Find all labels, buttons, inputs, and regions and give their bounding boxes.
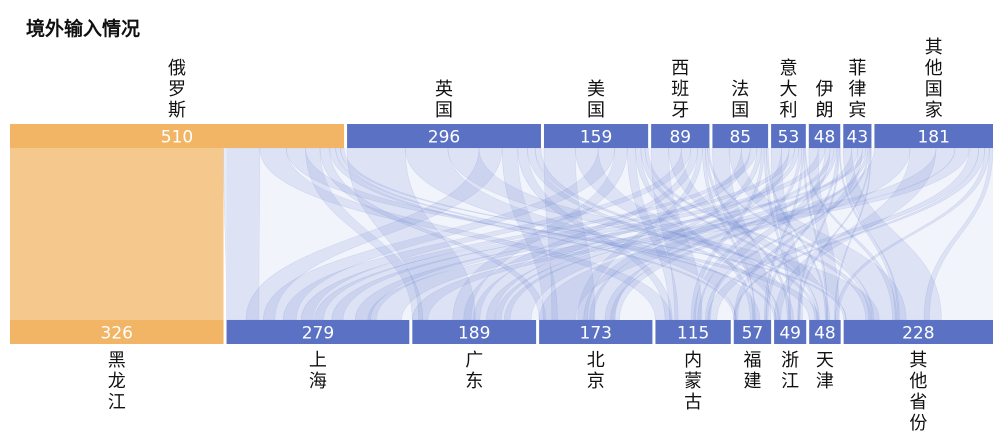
target-name-label: 黑龙江 (108, 350, 126, 413)
target-value-label: 279 (302, 324, 334, 344)
source-value-label: 510 (161, 128, 193, 148)
target-name-label: 其他省份 (909, 350, 927, 434)
chart-title: 境外输入情况 (26, 18, 141, 40)
source-name-label: 其他国家 (925, 37, 943, 121)
source-bar (543, 124, 649, 148)
target-bar (774, 320, 807, 344)
target-bar (539, 320, 653, 344)
target-name-label: 天津 (816, 350, 834, 392)
source-bar (874, 124, 993, 148)
source-bar (651, 124, 710, 148)
target-bar (733, 320, 772, 344)
source-name-label: 英国 (435, 79, 453, 121)
source-value-label: 159 (580, 128, 612, 148)
target-value-label: 115 (677, 324, 709, 344)
flow-layer (10, 147, 994, 321)
source-name-label: 伊朗 (816, 79, 834, 121)
target-bar (655, 320, 731, 344)
target-bar (10, 320, 224, 344)
source-bar (10, 124, 345, 148)
source-nodes: 510 俄罗斯 296 英国 159 美国 89 西班牙 85 法国 53 意大利 48 伊朗 43 菲律宾 1… (10, 37, 993, 148)
source-bar (771, 124, 806, 148)
source-name-label: 菲律宾 (848, 58, 866, 121)
target-value-label: 48 (814, 324, 836, 344)
source-value-label: 85 (729, 128, 751, 148)
source-value-label: 48 (814, 128, 836, 148)
target-bar (843, 320, 993, 344)
source-value-label: 53 (778, 128, 800, 148)
source-name-label: 法国 (731, 79, 749, 121)
source-name-label: 美国 (587, 79, 605, 121)
target-name-label: 上海 (309, 350, 327, 392)
flow-band (728, 147, 907, 321)
target-value-label: 49 (779, 324, 801, 344)
source-name-label: 西班牙 (671, 58, 689, 121)
source-bar (712, 124, 769, 148)
target-name-label: 内蒙古 (684, 350, 702, 413)
target-nodes: 326 黑龙江 279 上海 189 广东 173 北京 115 内蒙古 57 福建 49 浙江 48 天津 2… (10, 320, 993, 434)
source-bar (347, 124, 541, 148)
flow-band (773, 147, 937, 321)
source-bar (808, 124, 841, 148)
source-value-label: 296 (428, 128, 460, 148)
source-name-label: 俄罗斯 (168, 58, 186, 121)
target-bar (226, 320, 410, 344)
target-name-label: 福建 (743, 350, 761, 392)
source-value-label: 89 (669, 128, 691, 148)
flow-highlight (10, 148, 224, 320)
target-value-label: 173 (580, 324, 612, 344)
flow-background (226, 148, 993, 320)
flow-band (650, 147, 703, 321)
source-value-label: 43 (847, 128, 869, 148)
target-name-label: 北京 (587, 350, 605, 392)
target-value-label: 228 (902, 324, 934, 344)
source-name-label: 意大利 (779, 58, 797, 121)
source-value-label: 181 (917, 128, 949, 148)
target-name-label: 广东 (465, 350, 483, 392)
target-bar (809, 320, 841, 344)
target-bar (412, 320, 537, 344)
flow-band (842, 147, 942, 321)
source-bar (843, 124, 872, 148)
target-value-label: 326 (101, 324, 133, 344)
target-name-label: 浙江 (781, 350, 799, 392)
target-value-label: 57 (742, 324, 764, 344)
target-value-label: 189 (458, 324, 490, 344)
